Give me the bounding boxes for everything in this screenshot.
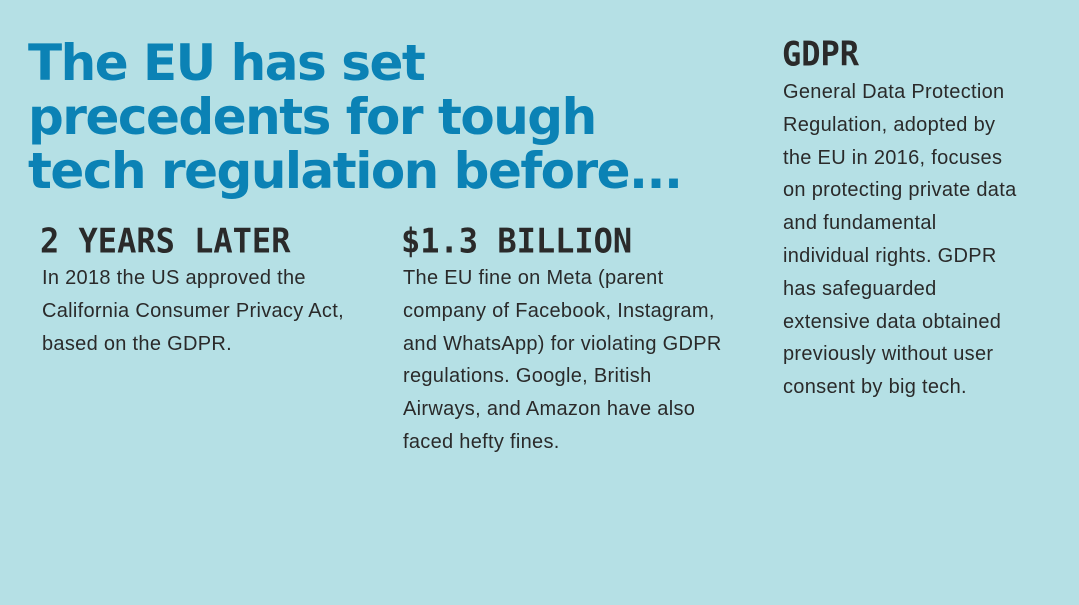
stat-title-billion: $1.3 BILLION xyxy=(401,220,633,261)
stat-title-years-later: 2 YEARS LATER xyxy=(40,220,291,261)
stat-body-billion: The EU fine on Meta (parent company of F… xyxy=(403,267,722,453)
stat-body-years-later: In 2018 the US approved the California C… xyxy=(42,267,344,355)
headline: The EU has set precedents for tough tech… xyxy=(28,34,683,200)
stat-title-gdpr: GDPR xyxy=(782,33,860,74)
stat-body-gdpr: General Data Protection Regulation, adop… xyxy=(783,81,1017,399)
